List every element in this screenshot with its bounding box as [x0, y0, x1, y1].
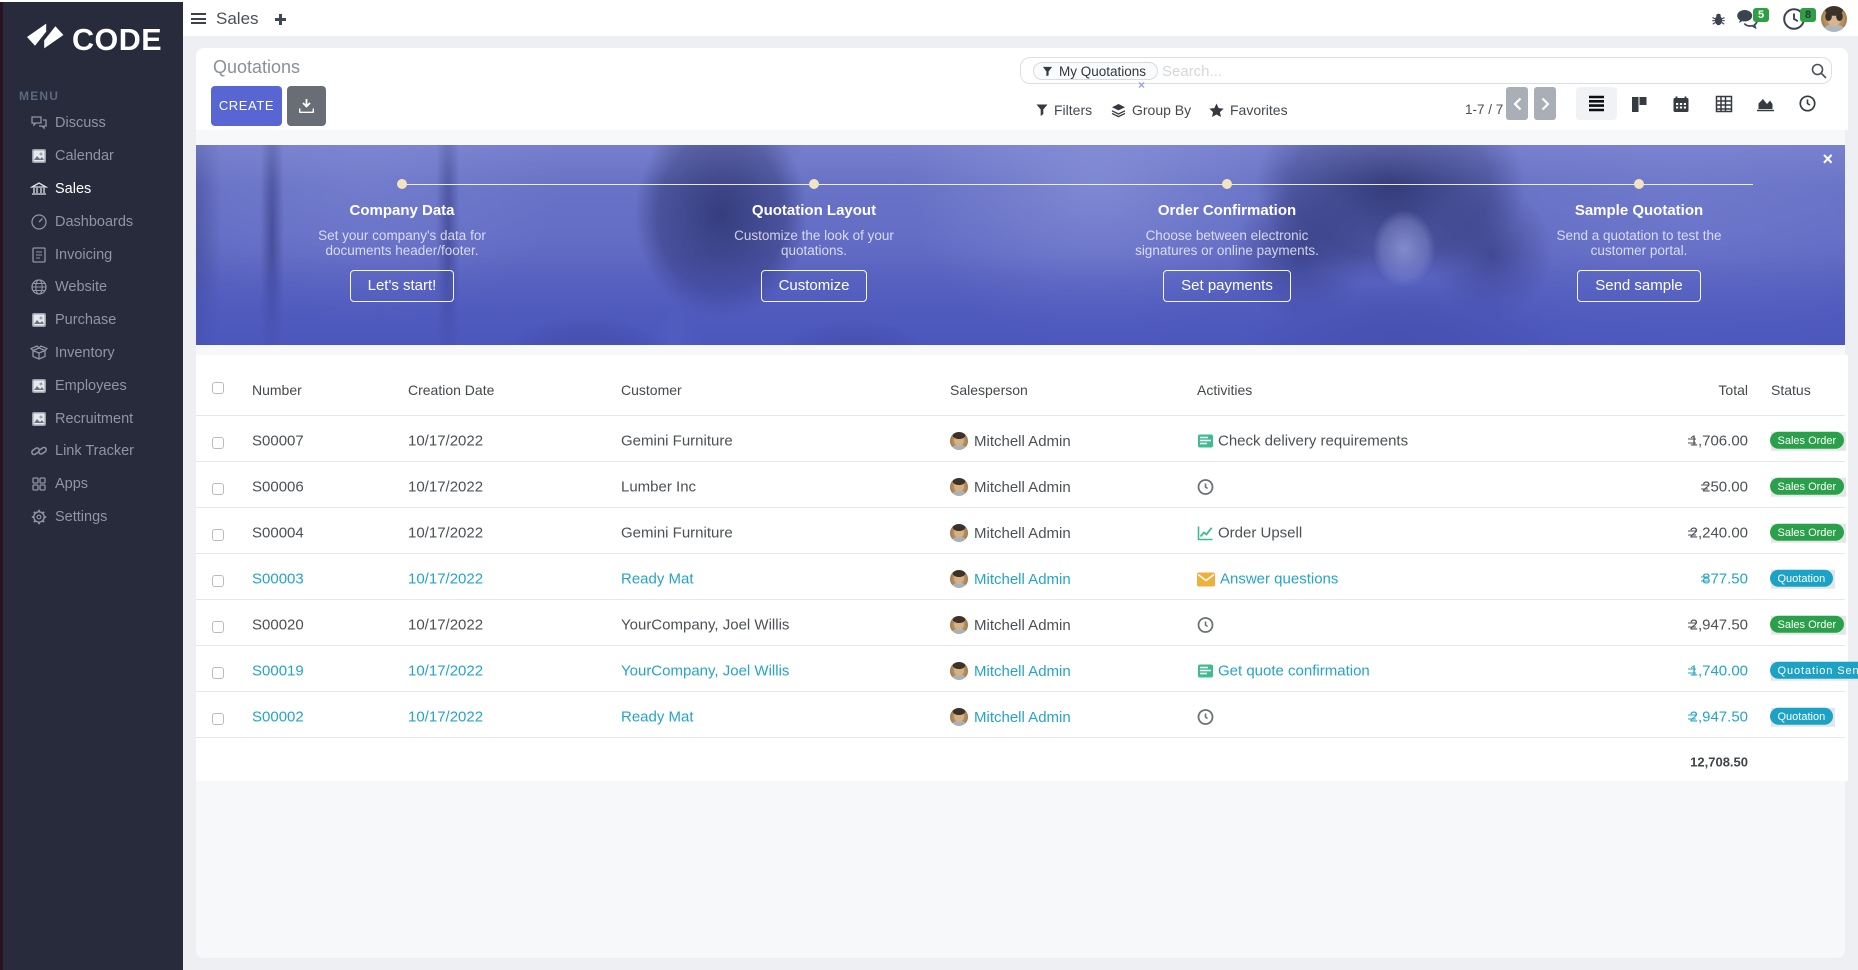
svg-text:CODE: CODE [72, 23, 162, 54]
